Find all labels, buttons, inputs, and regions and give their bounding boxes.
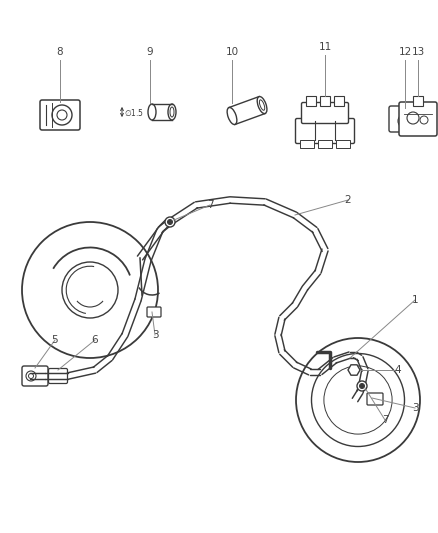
- Circle shape: [402, 117, 409, 125]
- Ellipse shape: [227, 108, 237, 125]
- Circle shape: [333, 375, 383, 425]
- FancyBboxPatch shape: [301, 102, 349, 124]
- Circle shape: [398, 114, 412, 128]
- Circle shape: [62, 262, 118, 318]
- Circle shape: [165, 217, 175, 227]
- Text: 6: 6: [92, 335, 98, 345]
- Text: 9: 9: [147, 47, 153, 57]
- Ellipse shape: [257, 96, 267, 114]
- FancyBboxPatch shape: [399, 102, 437, 136]
- Text: 3: 3: [412, 403, 418, 413]
- Circle shape: [52, 105, 72, 125]
- Text: 11: 11: [318, 42, 332, 52]
- Bar: [334, 96, 344, 106]
- Bar: [306, 96, 316, 106]
- Text: $\varnothing$1.5: $\varnothing$1.5: [124, 107, 144, 117]
- Bar: [320, 96, 330, 106]
- Bar: [336, 140, 350, 148]
- Circle shape: [167, 220, 173, 224]
- Ellipse shape: [148, 104, 156, 120]
- Circle shape: [360, 384, 364, 389]
- FancyBboxPatch shape: [22, 366, 48, 386]
- Circle shape: [357, 381, 367, 391]
- Text: 1: 1: [412, 295, 418, 305]
- FancyBboxPatch shape: [367, 393, 383, 405]
- Bar: [318, 140, 332, 148]
- Text: 8: 8: [57, 47, 64, 57]
- Circle shape: [26, 371, 36, 381]
- Text: 4: 4: [395, 365, 401, 375]
- Circle shape: [57, 110, 67, 120]
- FancyBboxPatch shape: [40, 100, 80, 130]
- Text: 3: 3: [152, 330, 158, 340]
- FancyBboxPatch shape: [147, 307, 161, 317]
- Circle shape: [407, 112, 419, 124]
- Ellipse shape: [259, 100, 265, 110]
- Text: 5: 5: [52, 335, 58, 345]
- Text: 10: 10: [226, 47, 239, 57]
- Circle shape: [420, 116, 428, 124]
- Text: 12: 12: [399, 47, 412, 57]
- Text: 7: 7: [381, 415, 389, 425]
- Circle shape: [296, 338, 420, 462]
- FancyBboxPatch shape: [296, 118, 354, 143]
- Bar: [413, 96, 423, 106]
- FancyBboxPatch shape: [49, 368, 67, 384]
- Ellipse shape: [170, 107, 174, 117]
- Text: 7: 7: [207, 200, 213, 210]
- Ellipse shape: [168, 104, 176, 120]
- Text: 2: 2: [345, 195, 351, 205]
- Circle shape: [324, 366, 392, 434]
- Bar: [300, 140, 314, 148]
- FancyBboxPatch shape: [389, 106, 421, 132]
- Circle shape: [311, 353, 405, 447]
- Circle shape: [28, 374, 33, 378]
- Text: 13: 13: [411, 47, 424, 57]
- Circle shape: [22, 222, 158, 358]
